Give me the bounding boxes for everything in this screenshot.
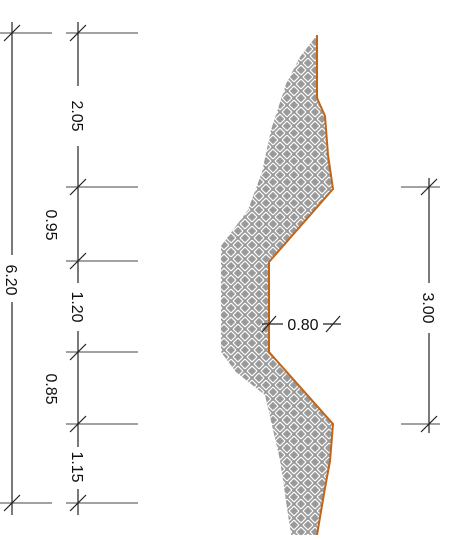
overall-dimension-label: 6.20 xyxy=(2,264,19,295)
segment-dimension-line xyxy=(69,22,87,515)
inner-width-label: 0.80 xyxy=(287,317,318,334)
tick-inner-right xyxy=(325,315,341,333)
inner-width-dimension: 0.80 xyxy=(261,315,341,334)
segment-2-label: 0.95 xyxy=(42,209,59,240)
right-dimension-label: 3.00 xyxy=(419,292,436,323)
tick-5 xyxy=(69,415,87,433)
tick-bottom xyxy=(3,494,21,512)
left-dimension-chain: 6.20 2.05 0.95 1.20 0.85 1.15 xyxy=(0,22,138,515)
segment-3-label: 1.20 xyxy=(68,291,85,322)
section-edge-line xyxy=(268,35,335,536)
segment-5-label: 1.15 xyxy=(68,451,85,482)
segment-4-label: 0.85 xyxy=(42,373,59,404)
tick-1 xyxy=(69,24,87,42)
label-mask-3 xyxy=(71,283,89,331)
tick-right-top xyxy=(420,178,438,196)
overall-dimension-line xyxy=(3,22,21,515)
right-dimension: 3.00 xyxy=(401,178,440,433)
tick-3 xyxy=(69,252,87,270)
tick-6 xyxy=(69,494,87,512)
tick-4 xyxy=(69,343,87,361)
section-fill xyxy=(221,35,333,535)
tick-inner-left xyxy=(261,315,277,333)
tick-top xyxy=(3,24,21,42)
tick-right-bottom xyxy=(420,415,438,433)
segment-1-label: 2.05 xyxy=(68,100,85,131)
tick-2 xyxy=(69,178,87,196)
label-mask-5 xyxy=(71,447,89,489)
hatched-cross-section xyxy=(221,35,335,536)
